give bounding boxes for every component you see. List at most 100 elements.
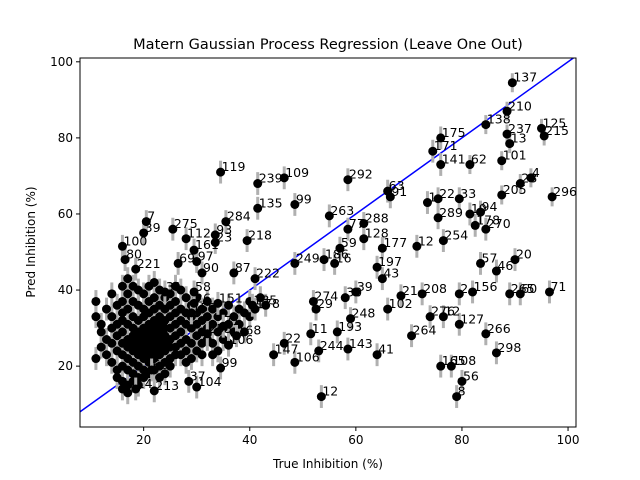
point-label: 264 <box>413 323 437 338</box>
data-point <box>417 289 427 299</box>
data-point <box>123 388 133 398</box>
point-label: 137 <box>513 70 537 85</box>
data-point <box>176 285 186 295</box>
point-label: 274 <box>314 288 338 303</box>
data-point <box>330 258 340 268</box>
data-point <box>208 338 218 348</box>
x-tick-label: 60 <box>348 433 363 447</box>
data-point <box>117 327 127 337</box>
point-label: 90 <box>203 260 219 275</box>
data-point <box>290 199 300 209</box>
point-label: 135 <box>259 195 283 210</box>
point-label: 210 <box>508 98 532 113</box>
point-label: 28 <box>521 171 537 186</box>
data-point <box>377 243 387 253</box>
point-label: 106 <box>230 332 254 347</box>
data-point <box>160 287 170 297</box>
point-label: 237 <box>508 121 532 136</box>
point-label: 177 <box>383 235 407 250</box>
data-point <box>210 230 220 240</box>
data-point <box>107 338 117 348</box>
data-point <box>147 365 157 375</box>
data-point <box>218 308 228 318</box>
data-point <box>213 298 223 308</box>
data-point <box>539 131 549 141</box>
data-point <box>332 327 342 337</box>
point-label: 33 <box>460 186 476 201</box>
data-point <box>213 346 223 356</box>
point-label: 298 <box>497 340 521 355</box>
point-label: 263 <box>330 203 354 218</box>
point-label: 270 <box>487 216 511 231</box>
data-point <box>197 350 207 360</box>
data-point <box>537 123 547 133</box>
point-label: 108 <box>452 353 476 368</box>
data-point <box>343 224 353 234</box>
data-point <box>197 268 207 278</box>
data-point <box>547 192 557 202</box>
point-label: 2 <box>460 281 468 296</box>
point-label: 26 <box>195 290 211 305</box>
point-label: 14 <box>137 376 153 391</box>
data-point <box>505 289 515 299</box>
data-point <box>407 331 417 341</box>
data-point <box>91 296 101 306</box>
data-point <box>433 194 443 204</box>
point-label: 100 <box>123 233 147 248</box>
point-label: 254 <box>444 228 468 243</box>
point-label: 22 <box>285 330 301 345</box>
point-label: 221 <box>137 256 161 271</box>
point-label: 87 <box>235 260 251 275</box>
data-point <box>189 298 199 308</box>
point-label: 99 <box>296 191 312 206</box>
data-point <box>210 238 220 247</box>
data-point <box>149 293 159 303</box>
data-point <box>96 327 106 337</box>
data-point <box>457 376 467 386</box>
data-point <box>231 331 241 341</box>
data-point <box>396 291 406 301</box>
point-label: 97 <box>198 249 214 264</box>
data-point <box>216 363 226 373</box>
data-point <box>224 340 234 350</box>
data-point <box>507 78 517 88</box>
data-point <box>107 312 117 322</box>
data-point <box>468 287 478 297</box>
data-point <box>433 213 443 223</box>
point-label: 248 <box>352 306 376 321</box>
data-point <box>290 258 300 268</box>
point-label: 171 <box>434 138 458 153</box>
data-point <box>481 120 491 130</box>
data-point <box>340 293 350 303</box>
point-label: 12 <box>444 304 460 319</box>
data-point <box>255 293 265 303</box>
point-label: 109 <box>285 165 309 180</box>
point-label: 101 <box>503 148 527 163</box>
data-point <box>120 255 130 265</box>
data-point <box>314 346 324 356</box>
y-tick-label: 20 <box>58 359 73 373</box>
data-point <box>335 243 345 253</box>
point-label: 289 <box>439 205 463 220</box>
point-label: 12 <box>418 233 434 248</box>
point-label: 168 <box>237 323 261 338</box>
data-point <box>192 257 202 267</box>
data-point <box>216 167 226 177</box>
data-point <box>168 224 178 234</box>
data-point <box>269 350 279 360</box>
data-point <box>131 384 141 394</box>
data-point <box>91 354 101 364</box>
data-point <box>218 321 228 331</box>
point-label: 71 <box>550 279 566 294</box>
data-point <box>502 106 512 116</box>
data-point <box>465 160 475 170</box>
point-label: 205 <box>503 182 527 197</box>
data-point <box>139 228 149 238</box>
point-label: 29 <box>317 296 333 311</box>
point-label: 4 <box>532 165 540 180</box>
data-point <box>173 258 183 268</box>
point-label: 215 <box>545 123 569 138</box>
point-label: 11 <box>312 321 328 336</box>
data-point <box>383 304 393 314</box>
point-label: 1 <box>428 190 436 205</box>
